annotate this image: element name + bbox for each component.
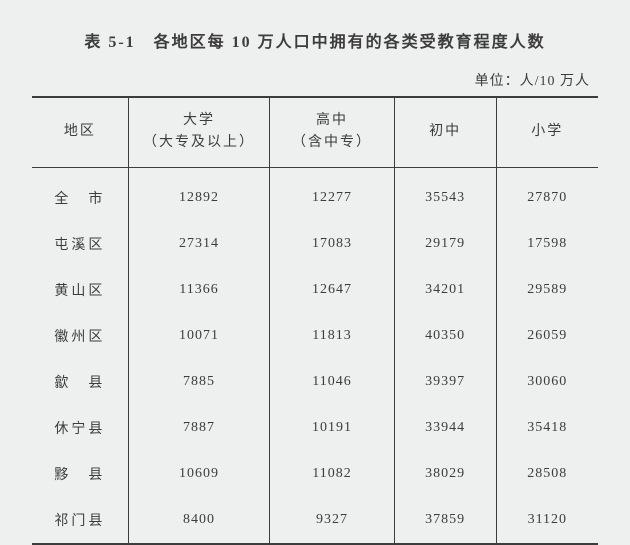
cell-region: 徽州区 (32, 313, 128, 359)
cell-v1: 12892 (128, 167, 270, 221)
cell-v1: 7887 (128, 405, 270, 451)
cell-v3: 34201 (394, 267, 496, 313)
cell-v4: 31120 (496, 497, 598, 544)
table-row: 黄山区11366126473420129589 (32, 267, 598, 313)
cell-region: 全 市 (32, 167, 128, 221)
cell-v2: 10191 (270, 405, 395, 451)
cell-region: 屯溪区 (32, 221, 128, 267)
table-row: 徽州区10071118134035026059 (32, 313, 598, 359)
col-highschool: 高中（含中专） (270, 97, 395, 167)
cell-v4: 30060 (496, 359, 598, 405)
cell-v1: 11366 (128, 267, 270, 313)
cell-v1: 8400 (128, 497, 270, 544)
cell-region: 祁门县 (32, 497, 128, 544)
cell-v3: 38029 (394, 451, 496, 497)
cell-v2: 17083 (270, 221, 395, 267)
cell-v1: 7885 (128, 359, 270, 405)
cell-v1: 10609 (128, 451, 270, 497)
table-row: 歙 县7885110463939730060 (32, 359, 598, 405)
table-row: 祁门县840093273785931120 (32, 497, 598, 544)
cell-v1: 10071 (128, 313, 270, 359)
table-row: 黟 县10609110823802928508 (32, 451, 598, 497)
col-university: 大学（大专及以上） (128, 97, 270, 167)
cell-v2: 11082 (270, 451, 395, 497)
cell-region: 黟 县 (32, 451, 128, 497)
cell-v2: 11046 (270, 359, 395, 405)
cell-v3: 37859 (394, 497, 496, 544)
cell-v4: 29589 (496, 267, 598, 313)
unit-label: 单位：人/10 万人 (32, 70, 598, 90)
cell-v3: 40350 (394, 313, 496, 359)
cell-v3: 39397 (394, 359, 496, 405)
table-row: 屯溪区27314170832917917598 (32, 221, 598, 267)
col-primary: 小学 (496, 97, 598, 167)
cell-v1: 27314 (128, 221, 270, 267)
cell-v4: 17598 (496, 221, 598, 267)
cell-v4: 35418 (496, 405, 598, 451)
cell-v2: 11813 (270, 313, 395, 359)
table-title: 表 5-1 各地区每 10 万人口中拥有的各类受教育程度人数 (32, 28, 598, 52)
table-row: 全 市12892122773554327870 (32, 167, 598, 221)
cell-v4: 26059 (496, 313, 598, 359)
cell-v4: 27870 (496, 167, 598, 221)
education-table: 地区 大学（大专及以上） 高中（含中专） 初中 小学 全 市1289212277… (32, 96, 598, 545)
table-body: 全 市12892122773554327870屯溪区27314170832917… (32, 167, 598, 544)
cell-v3: 35543 (394, 167, 496, 221)
cell-v2: 9327 (270, 497, 395, 544)
cell-region: 休宁县 (32, 405, 128, 451)
cell-v3: 29179 (394, 221, 496, 267)
cell-region: 黄山区 (32, 267, 128, 313)
header-row: 地区 大学（大专及以上） 高中（含中专） 初中 小学 (32, 97, 598, 167)
cell-region: 歙 县 (32, 359, 128, 405)
cell-v4: 28508 (496, 451, 598, 497)
cell-v2: 12277 (270, 167, 395, 221)
col-region: 地区 (32, 97, 128, 167)
cell-v3: 33944 (394, 405, 496, 451)
table-row: 休宁县7887101913394435418 (32, 405, 598, 451)
col-middle: 初中 (394, 97, 496, 167)
cell-v2: 12647 (270, 267, 395, 313)
